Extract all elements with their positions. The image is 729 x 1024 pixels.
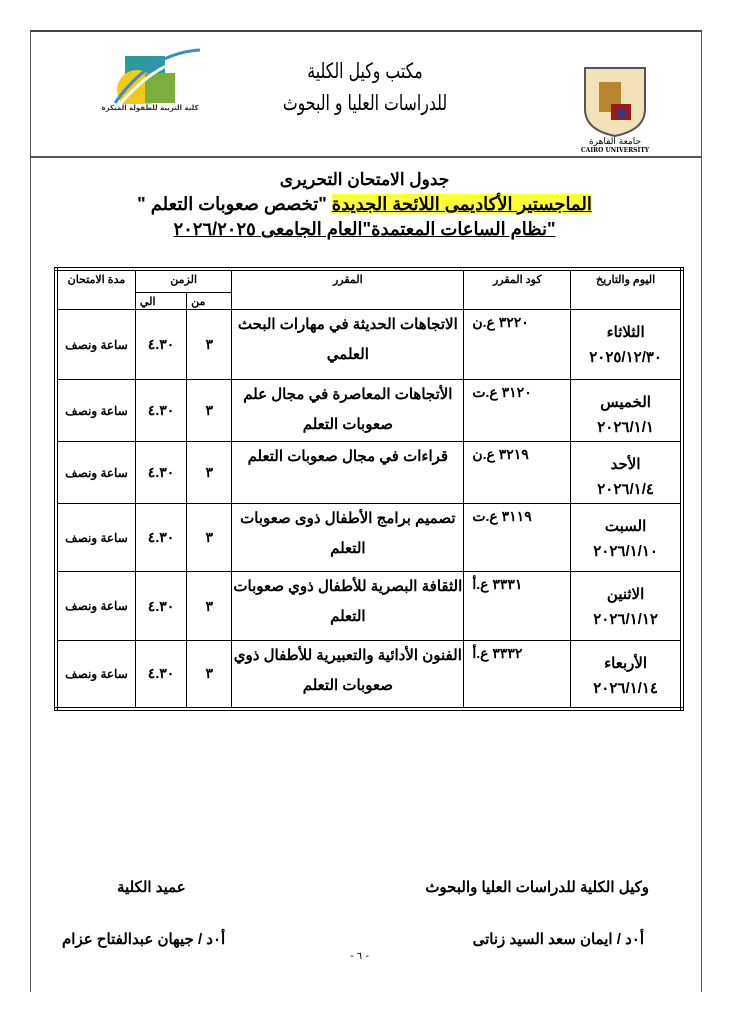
vice-dean-title: وكيل الكلية للدراسات العليا والبحوث — [425, 879, 649, 896]
university-name-ar: جامعة القاهرة — [589, 137, 641, 147]
time-to: ٤.٣٠ — [134, 571, 188, 641]
course-name: الفنون الأدائية والتعبيرية للأطفال ذوي ص… — [231, 640, 465, 709]
exam-duration: ساعة ونصف — [55, 571, 136, 641]
header-duration: مدة الامتحان — [55, 268, 136, 310]
exam-schedule-table: اليوم والتاريخ كود المقرر المقرر الزمن م… — [54, 267, 684, 711]
course-name: قراءات في مجال صعوبات التعلم — [231, 441, 465, 504]
time-from: ٣ — [186, 441, 233, 504]
header-divider — [30, 156, 701, 158]
exam-date: ٢٠٢٦/١/٤ — [597, 481, 654, 498]
day-name: الخميس — [600, 394, 651, 411]
office-line-1: مكتب وكيل الكلية — [307, 59, 423, 83]
exam-duration: ساعة ونصف — [55, 309, 136, 380]
exam-date: ٢٠٢٦/١/١٢ — [593, 611, 658, 628]
time-to: ٤.٣٠ — [134, 379, 188, 442]
time-from: ٣ — [186, 309, 233, 380]
exam-duration: ساعة ونصف — [55, 379, 136, 442]
time-to: ٤.٣٠ — [134, 441, 188, 504]
time-from: ٣ — [186, 503, 233, 572]
header-from: من — [186, 292, 233, 310]
exam-date: ٢٠٢٦/١/١٠ — [593, 543, 658, 560]
course-name: الاتجاهات الحديثة في مهارات البحث العلمي — [231, 309, 465, 380]
time-from: ٣ — [186, 379, 233, 442]
table-row: الخميس ٢٠٢٦/١/١ ٣١٢٠ ع.ت الأتجاهات المعاصرة… — [55, 379, 683, 442]
course-name: تصميم برامج الأطفال ذوى صعوبات التعلم — [231, 503, 465, 572]
time-to: ٤.٣٠ — [134, 640, 188, 709]
header-day: اليوم والتاريخ — [570, 268, 683, 310]
day-name: الأحد — [610, 456, 641, 473]
page-border — [30, 30, 702, 992]
table-row: الثلاثاء ٢٠٢٥/١٢/٣٠ ٣٢٢٠ ع.ن الاتجاهات الحد… — [55, 309, 683, 380]
header-code: كود المقرر — [463, 268, 572, 310]
day-cell: الثلاثاء ٢٠٢٥/١٢/٣٠ — [570, 309, 683, 380]
course-code: ٣٣٣٢ ع.أ — [463, 640, 572, 709]
exam-duration: ساعة ونصف — [55, 503, 136, 572]
vice-dean-name: أ٠د / ايمان سعد السيد زناتى — [472, 931, 644, 948]
day-cell: الأربعاء ٢٠٢٦/١/١٤ — [570, 640, 683, 709]
course-code: ٣٣٣١ ع.أ — [463, 571, 572, 641]
course-code: ٣٢١٩ ع.ن — [463, 441, 572, 504]
university-name-en: CAIRO UNIVERSITY — [581, 147, 650, 154]
table-row: الأحد ٢٠٢٦/١/٤ ٣٢١٩ ع.ن قراءات في مجال صعوب… — [55, 441, 683, 504]
exam-duration: ساعة ونصف — [55, 640, 136, 709]
exam-date: ٢٠٢٦/١/١ — [597, 419, 654, 436]
course-name: الأتجاهات المعاصرة في مجال علم صعوبات ال… — [231, 379, 465, 442]
exam-date: ٢٠٢٥/١٢/٣٠ — [589, 349, 662, 366]
header-time: الزمن — [134, 268, 233, 293]
day-name: الاثنين — [606, 586, 645, 603]
office-line-2: للدراسات العليا و البحوث — [282, 91, 448, 115]
exam-date: ٢٠٢٦/١/١٤ — [593, 680, 658, 697]
course-code: ٣١١٩ ع.ت — [463, 503, 572, 572]
day-name: السبت — [604, 518, 647, 535]
header-to: الي — [134, 292, 188, 310]
day-cell: الأحد ٢٠٢٦/١/٤ — [570, 441, 683, 504]
office-title: مكتب وكيل الكلية للدراسات العليا و البحو… — [279, 55, 452, 119]
day-cell: السبت ٢٠٢٦/١/١٠ — [570, 503, 683, 572]
course-name: الثقافة البصرية للأطفال ذوي صعوبات التعل… — [231, 571, 465, 641]
time-from: ٣ — [186, 571, 233, 641]
day-cell: الاثنين ٢٠٢٦/١/١٢ — [570, 571, 683, 641]
time-to: ٤.٣٠ — [134, 309, 188, 380]
time-from: ٣ — [186, 640, 233, 709]
table-row: الأربعاء ٢٠٢٦/١/١٤ ٣٣٣٢ ع.أ الفنون الأدائية… — [55, 640, 683, 709]
day-cell: الخميس ٢٠٢٦/١/١ — [570, 379, 683, 442]
header-course: المقرر — [231, 268, 465, 310]
day-name: الثلاثاء — [606, 324, 645, 341]
time-to: ٤.٣٠ — [134, 503, 188, 572]
cairo-university-logo: جامعة القاهرة CAIRO UNIVERSITY — [575, 64, 655, 154]
program-title: الماجستير الأكاديمى اللائحة الجديدة "تخص… — [0, 194, 729, 215]
table-row: الاثنين ٢٠٢٦/١/١٢ ٣٣٣١ ع.أ الثقافة البصرية … — [55, 571, 683, 641]
course-code: ٣١٢٠ ع.ت — [463, 379, 572, 442]
academic-year: "نظام الساعات المعتمدة"العام الجامعى ٢٠٢… — [173, 219, 556, 239]
faculty-logo: كلية التربية للطفولة المبكرة — [95, 48, 205, 120]
table-row: السبت ٢٠٢٦/١/١٠ ٣١١٩ ع.ت تصميم برامج الأطفا… — [55, 503, 683, 572]
faculty-logo-caption: كلية التربية للطفولة المبكرة — [101, 104, 199, 112]
program-highlight: الماجستير الأكاديمى اللائحة الجديدة — [331, 194, 592, 214]
course-code: ٣٢٢٠ ع.ن — [463, 309, 572, 380]
specialization: "تخصص صعوبات التعلم " — [137, 194, 332, 214]
day-name: الأربعاء — [604, 655, 648, 672]
exam-title: جدول الامتحان التحريرى — [279, 170, 450, 189]
dean-title: عميد الكلية — [117, 879, 186, 896]
exam-duration: ساعة ونصف — [55, 441, 136, 504]
dean-name: أ٠د / جيهان عبدالفتاح عزام — [62, 931, 226, 948]
page-number: - ٦ - — [350, 951, 369, 962]
